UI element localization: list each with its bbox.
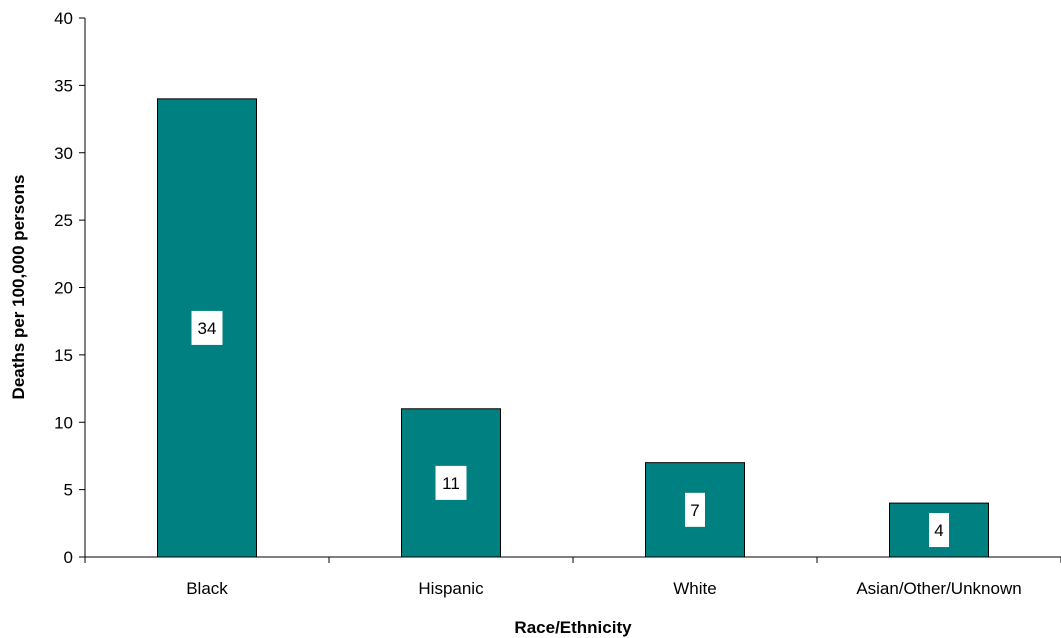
y-tick-label: 25 — [54, 211, 73, 230]
data-label: 34 — [198, 319, 217, 338]
data-label-box — [929, 513, 949, 548]
y-tick-label: 40 — [54, 9, 73, 28]
y-tick-label: 30 — [54, 144, 73, 163]
y-tick-label: 15 — [54, 346, 73, 365]
x-category-label: Asian/Other/Unknown — [856, 579, 1021, 598]
x-category-label: Hispanic — [418, 579, 484, 598]
y-tick-label: 0 — [64, 548, 73, 567]
data-label: 7 — [690, 501, 699, 520]
data-label: 4 — [934, 521, 943, 540]
data-label-box — [191, 310, 223, 345]
y-tick-label: 35 — [54, 76, 73, 95]
data-label: 11 — [442, 474, 460, 493]
plot-area: 0 5 10 15 20 25 30 35 40 34 Black 11 Hispanic 7 White 4… — [54, 9, 1061, 598]
x-axis-title: Race/Ethnicity — [514, 618, 632, 637]
x-category-label: Black — [186, 579, 228, 598]
y-axis-title: Deaths per 100,000 persons — [9, 175, 28, 400]
y-tick-label: 10 — [54, 413, 73, 432]
y-tick-label: 20 — [54, 279, 73, 298]
x-category-label: White — [673, 579, 716, 598]
y-tick-label: 5 — [64, 481, 73, 500]
data-label-box — [435, 465, 467, 500]
data-label-box — [685, 492, 705, 527]
